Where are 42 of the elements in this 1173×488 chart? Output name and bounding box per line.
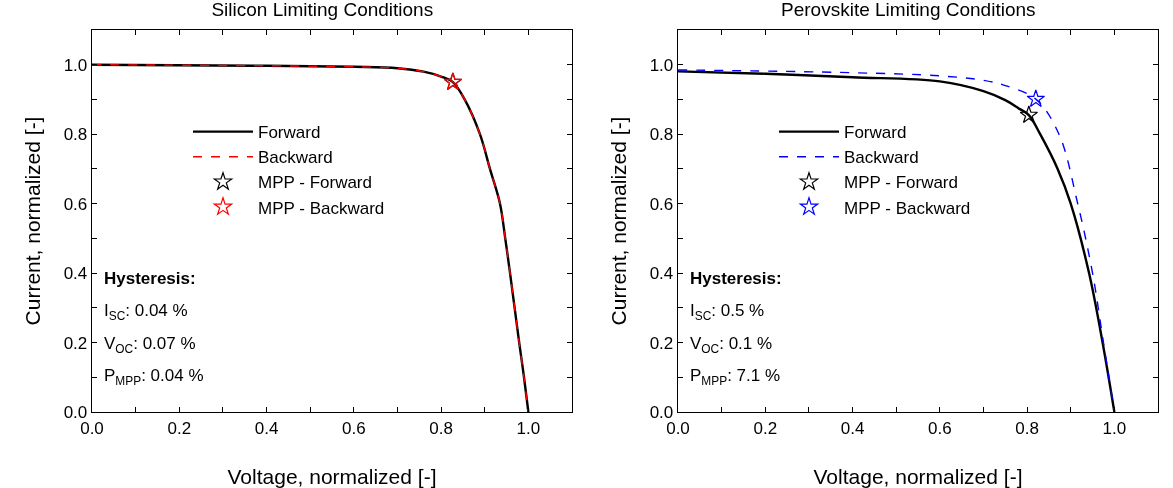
x-tick-label: 0.6 xyxy=(928,418,952,438)
y-tick-label: 0.6 xyxy=(649,194,674,214)
x-tick-label: 0.4 xyxy=(840,418,865,438)
y-tick-label: 0.8 xyxy=(63,125,88,145)
annotation: P$_{MPP}$: 7.1 % xyxy=(690,366,781,388)
x-axis-title: Voltage, normalized [-] xyxy=(813,465,1023,488)
legend-label: Forward xyxy=(844,123,907,143)
y-tick-label: 0.2 xyxy=(649,333,674,353)
x-tick-label: 0.8 xyxy=(429,418,453,438)
legend-label: MPP - Forward xyxy=(844,173,958,193)
y-tick-label: 0.6 xyxy=(63,194,88,214)
annotation: I$_{SC}$: 0.5 % xyxy=(690,301,765,323)
x-tick-label: 0.6 xyxy=(342,418,366,438)
y-tick-label: 1.0 xyxy=(649,55,674,75)
x-tick-label: 1.0 xyxy=(516,418,541,438)
x-tick-label: 1.0 xyxy=(1102,418,1127,438)
legend-label: MPP - Forward xyxy=(258,173,372,193)
legend-label: MPP - Backward xyxy=(844,198,971,218)
y-tick-label: 0.4 xyxy=(63,264,88,284)
y-tick-label: 0.4 xyxy=(649,264,674,284)
y-axis-title: Current, normalized [-] xyxy=(20,116,44,326)
x-tick-label: 0.4 xyxy=(254,418,279,438)
annotation: P$_{MPP}$: 0.04 % xyxy=(104,366,204,388)
y-tick-label: 0.8 xyxy=(649,125,674,145)
legend-label: Forward xyxy=(258,123,321,143)
chart-title: Silicon Limiting Conditions xyxy=(211,0,434,20)
legend-label: Backward xyxy=(844,148,919,168)
x-tick-label: 0.2 xyxy=(753,418,778,438)
annotation: V$_{OC}$: 0.07 % xyxy=(104,334,196,356)
y-tick-label: 1.0 xyxy=(63,55,88,75)
chart-title: Perovskite Limiting Conditions xyxy=(781,0,1036,20)
x-tick-label: 0.8 xyxy=(1015,418,1039,438)
y-tick-label: 0.2 xyxy=(63,333,88,353)
x-tick-label: 0.2 xyxy=(167,418,192,438)
legend-label: MPP - Backward xyxy=(258,198,385,218)
annotation: I$_{SC}$: 0.04 % xyxy=(104,301,188,323)
legend-label: Backward xyxy=(258,148,333,168)
annotation: Hysteresis: xyxy=(104,269,196,288)
y-axis-title: Current, normalized [-] xyxy=(606,116,630,326)
x-axis-title: Voltage, normalized [-] xyxy=(227,465,437,488)
annotation: V$_{OC}$: 0.1 % xyxy=(690,334,773,356)
annotation: Hysteresis: xyxy=(690,269,782,288)
